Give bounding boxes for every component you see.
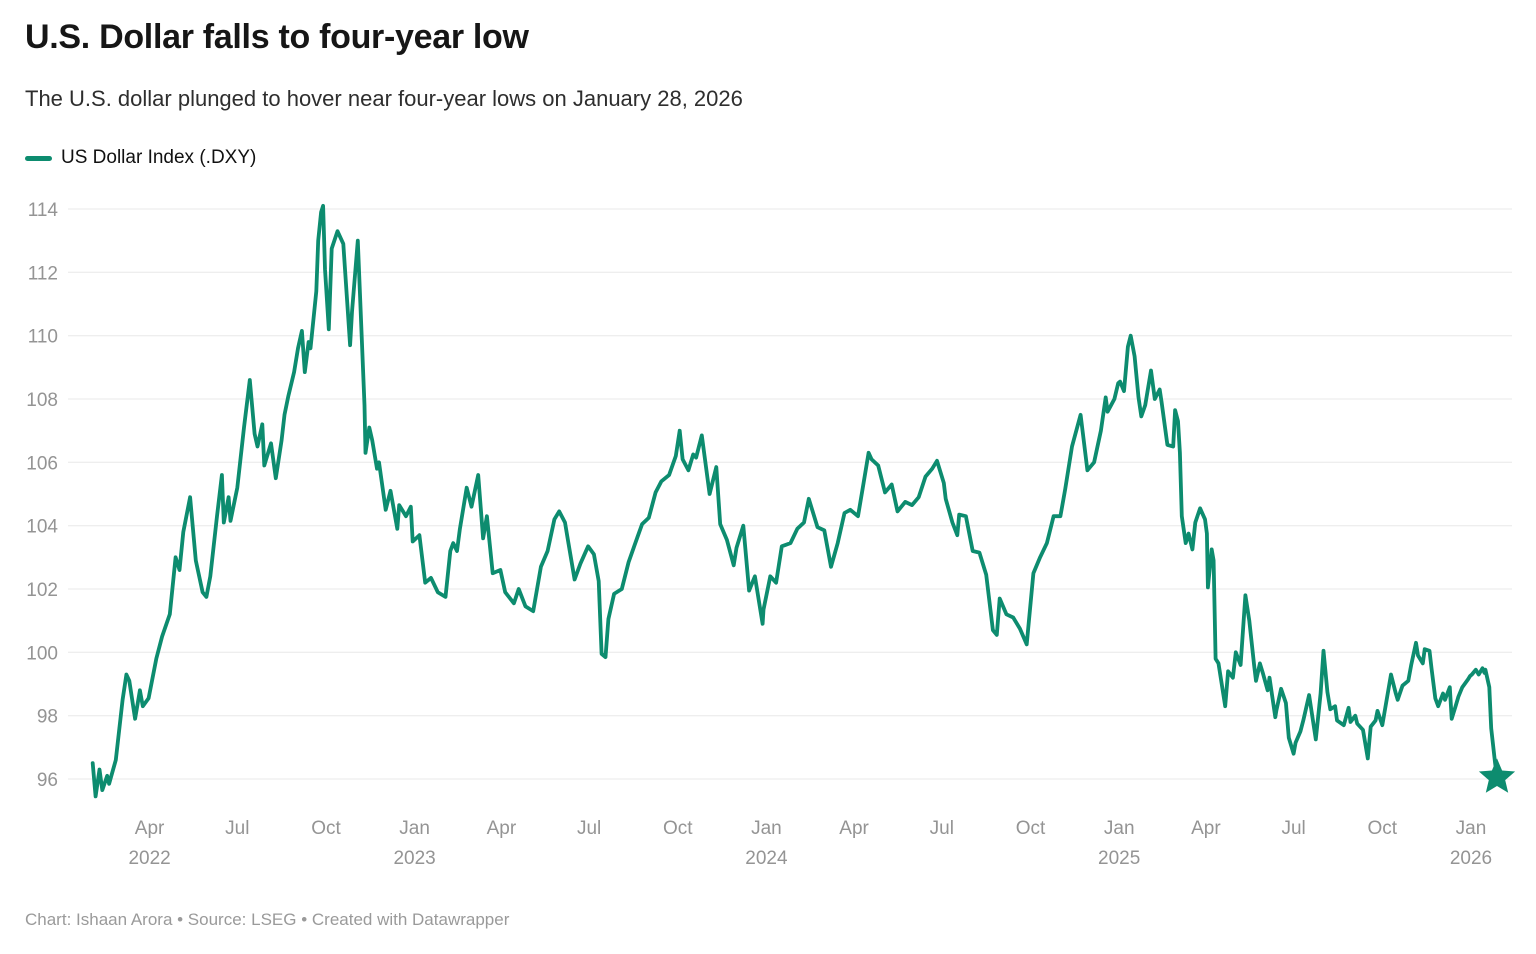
x-tick-year-label: 2022 [128, 848, 170, 869]
x-tick-label: Apr [487, 818, 517, 839]
y-tick-label: 110 [28, 327, 58, 348]
x-tick-label: Jan [1456, 818, 1487, 839]
y-tick-label: 106 [26, 453, 58, 474]
x-tick-year-label: 2025 [1098, 848, 1140, 869]
legend-line-swatch [25, 155, 52, 161]
y-tick-label: 114 [28, 200, 59, 221]
x-tick-label: Jan [751, 818, 782, 839]
y-tick-label: 102 [26, 580, 58, 601]
x-tick-year-label: 2026 [1450, 848, 1492, 869]
x-tick-label: Jan [1104, 818, 1135, 839]
x-tick-label: Oct [663, 818, 693, 839]
y-tick-label: 100 [26, 643, 58, 664]
x-tick-label: Jul [1281, 818, 1305, 839]
x-tick-label: Oct [1368, 818, 1398, 839]
x-tick-label: Jul [930, 818, 954, 839]
y-tick-label: 98 [37, 707, 58, 728]
chart-subtitle: The U.S. dollar plunged to hover near fo… [25, 86, 743, 111]
x-tick-label: Jan [399, 818, 430, 839]
x-tick-year-label: 2023 [393, 848, 435, 869]
x-tick-label: Jul [577, 818, 601, 839]
y-tick-label: 108 [26, 390, 58, 411]
legend-label: US Dollar Index (.DXY) [61, 147, 257, 168]
x-axis-labels: Apr 2022 Jul Oct Jan 2023 Apr Jul Oct Jan 2024 Apr J… [128, 818, 1492, 869]
x-tick-label: Oct [1016, 818, 1046, 839]
x-tick-label: Apr [135, 818, 165, 839]
chart-title: U.S. Dollar falls to four-year low [25, 18, 529, 56]
legend: US Dollar Index (.DXY) [25, 147, 256, 169]
chart-footer: Chart: Ishaan Arora • Source: LSEG • Cre… [25, 910, 510, 929]
dxy-series-line [90, 203, 1499, 799]
x-tick-label: Oct [311, 818, 341, 839]
x-tick-label: Apr [839, 818, 869, 839]
y-grid: 96 98 100 102 104 106 108 110 112 114 [26, 200, 1512, 791]
x-tick-label: Apr [1191, 818, 1221, 839]
x-tick-year-label: 2024 [745, 848, 788, 869]
y-tick-label: 112 [28, 263, 58, 284]
y-tick-label: 96 [37, 770, 58, 791]
endpoint-star-marker [1478, 758, 1516, 793]
y-tick-label: 104 [26, 517, 58, 538]
x-tick-label: Jul [225, 818, 249, 839]
